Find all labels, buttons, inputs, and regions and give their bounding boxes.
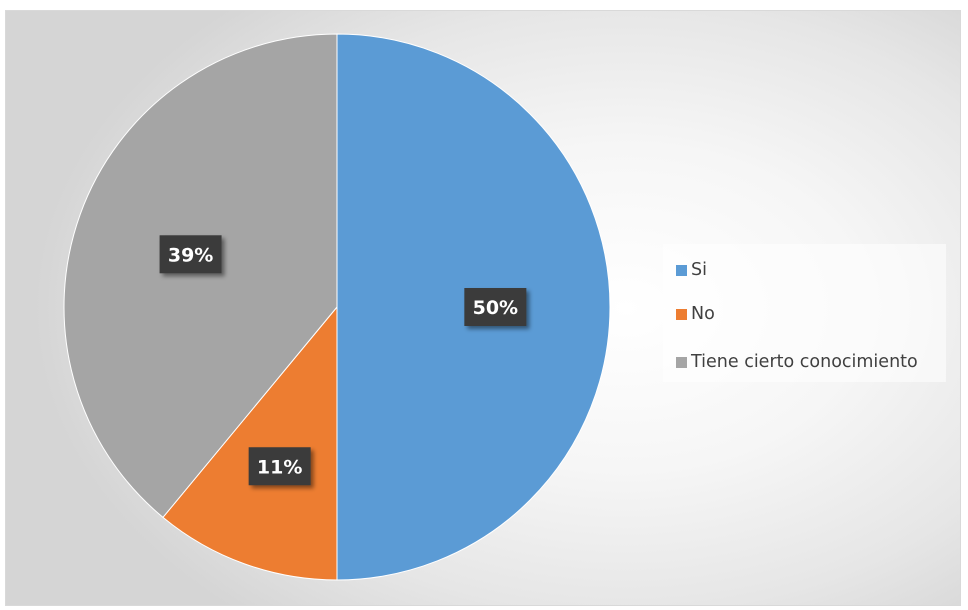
- data-label-box-si: [464, 288, 527, 326]
- legend-label-si: Si: [691, 260, 707, 280]
- data-label-text-si: 50%: [473, 297, 518, 319]
- legend-item-tiene-cierto-conocimiento: Tiene cierto conocimiento: [676, 350, 918, 374]
- data-label-si: 50%: [464, 288, 527, 326]
- legend-swatch-no: [676, 308, 687, 320]
- legend-item-no: No: [676, 302, 715, 326]
- legend-label-no: No: [691, 304, 715, 324]
- legend-swatch-si: [676, 264, 687, 276]
- legend-swatch-tiene-cierto-conocimiento: [676, 356, 687, 368]
- data-label-box-tiene-cierto-conocimiento: [159, 235, 222, 274]
- data-label-tiene-cierto-conocimiento: 39%: [159, 235, 222, 274]
- data-label-text-tiene-cierto-conocimiento: 39%: [168, 244, 213, 266]
- data-label-no: 11%: [248, 447, 311, 486]
- pie-slice-no: [162, 305, 338, 581]
- legend-label-tiene-cierto-conocimiento: Tiene cierto conocimiento: [691, 352, 918, 372]
- legend: Si No Tiene cierto conocimiento: [663, 244, 946, 382]
- data-label-text-no: 11%: [257, 456, 302, 478]
- data-label-box-no: [248, 447, 311, 486]
- pie-slice-tiene-cierto-conocimiento: [63, 33, 338, 519]
- legend-item-si: Si: [676, 258, 707, 282]
